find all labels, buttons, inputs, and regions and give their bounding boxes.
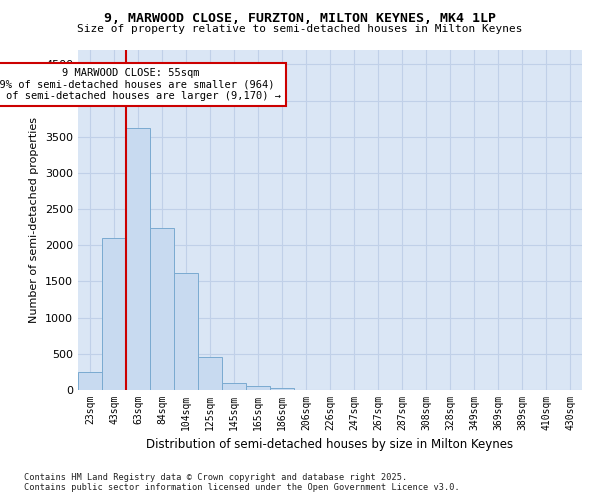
Bar: [222, 383, 246, 390]
Text: Size of property relative to semi-detached houses in Milton Keynes: Size of property relative to semi-detach…: [77, 24, 523, 34]
Y-axis label: Number of semi-detached properties: Number of semi-detached properties: [29, 117, 40, 323]
Bar: [198, 358, 222, 390]
Text: Contains HM Land Registry data © Crown copyright and database right 2025.
Contai: Contains HM Land Registry data © Crown c…: [24, 473, 460, 492]
Bar: [174, 273, 198, 390]
Text: 9, MARWOOD CLOSE, FURZTON, MILTON KEYNES, MK4 1LP: 9, MARWOOD CLOSE, FURZTON, MILTON KEYNES…: [104, 12, 496, 26]
Bar: [78, 372, 102, 390]
Bar: [126, 128, 150, 390]
Bar: [102, 238, 126, 390]
Bar: [270, 388, 294, 390]
Text: 9 MARWOOD CLOSE: 55sqm
← 9% of semi-detached houses are smaller (964)
89% of sem: 9 MARWOOD CLOSE: 55sqm ← 9% of semi-deta…: [0, 68, 281, 102]
Bar: [246, 386, 270, 390]
X-axis label: Distribution of semi-detached houses by size in Milton Keynes: Distribution of semi-detached houses by …: [146, 438, 514, 452]
Bar: [150, 228, 174, 390]
